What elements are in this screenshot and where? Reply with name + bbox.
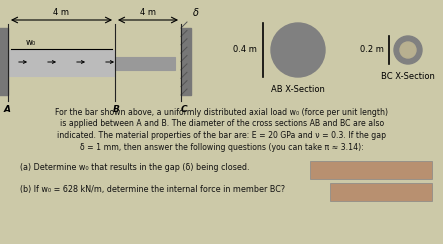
Bar [115,57,175,70]
Bar [330,183,432,201]
Text: indicated. The material properties of the bar are: E = 20 GPa and ν = 0.3. If th: indicated. The material properties of th… [58,131,386,140]
Text: 0.2 m: 0.2 m [360,45,384,54]
Circle shape [394,36,422,64]
Bar [8,50,115,76]
Circle shape [400,42,416,58]
Text: B: B [113,105,120,114]
Bar [181,28,191,95]
Text: δ = 1 mm, then answer the following questions (you can take π ≈ 3.14):: δ = 1 mm, then answer the following ques… [80,142,364,152]
Text: is applied between A and B. The diameter of the cross sections AB and BC are als: is applied between A and B. The diameter… [60,120,384,129]
Text: C: C [181,105,187,114]
Text: δ: δ [193,8,199,18]
Text: 4 m: 4 m [54,8,70,17]
Bar [310,161,432,179]
Bar [0,28,8,95]
Text: AB X-Section: AB X-Section [271,85,325,94]
Text: For the bar shown above, a uniformly distributed axial load w₀ (force per unit l: For the bar shown above, a uniformly dis… [55,108,389,117]
Text: 4 m: 4 m [140,8,156,17]
Text: A: A [4,105,11,114]
Text: (a) Determine w₀ that results in the gap (δ) being closed.: (a) Determine w₀ that results in the gap… [20,163,249,172]
Circle shape [271,23,325,77]
Text: w₀: w₀ [26,38,36,47]
Text: 0.4 m: 0.4 m [233,45,257,54]
Text: BC X-Section: BC X-Section [381,72,435,81]
Text: (b) If w₀ = 628 kN/m, determine the internal force in member BC?: (b) If w₀ = 628 kN/m, determine the inte… [20,185,285,194]
